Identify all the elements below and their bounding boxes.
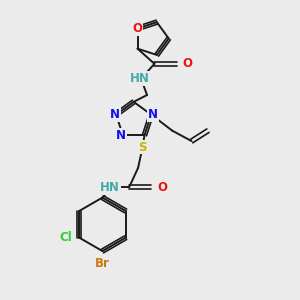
Text: O: O	[183, 57, 193, 70]
Text: HN: HN	[100, 181, 120, 194]
Text: N: N	[148, 108, 158, 121]
Text: N: N	[110, 108, 120, 121]
Text: O: O	[133, 22, 142, 35]
Text: HN: HN	[130, 72, 149, 85]
Text: N: N	[116, 129, 126, 142]
Text: O: O	[158, 181, 167, 194]
Text: Br: Br	[95, 257, 110, 270]
Text: S: S	[138, 140, 147, 154]
Text: Cl: Cl	[59, 231, 72, 244]
